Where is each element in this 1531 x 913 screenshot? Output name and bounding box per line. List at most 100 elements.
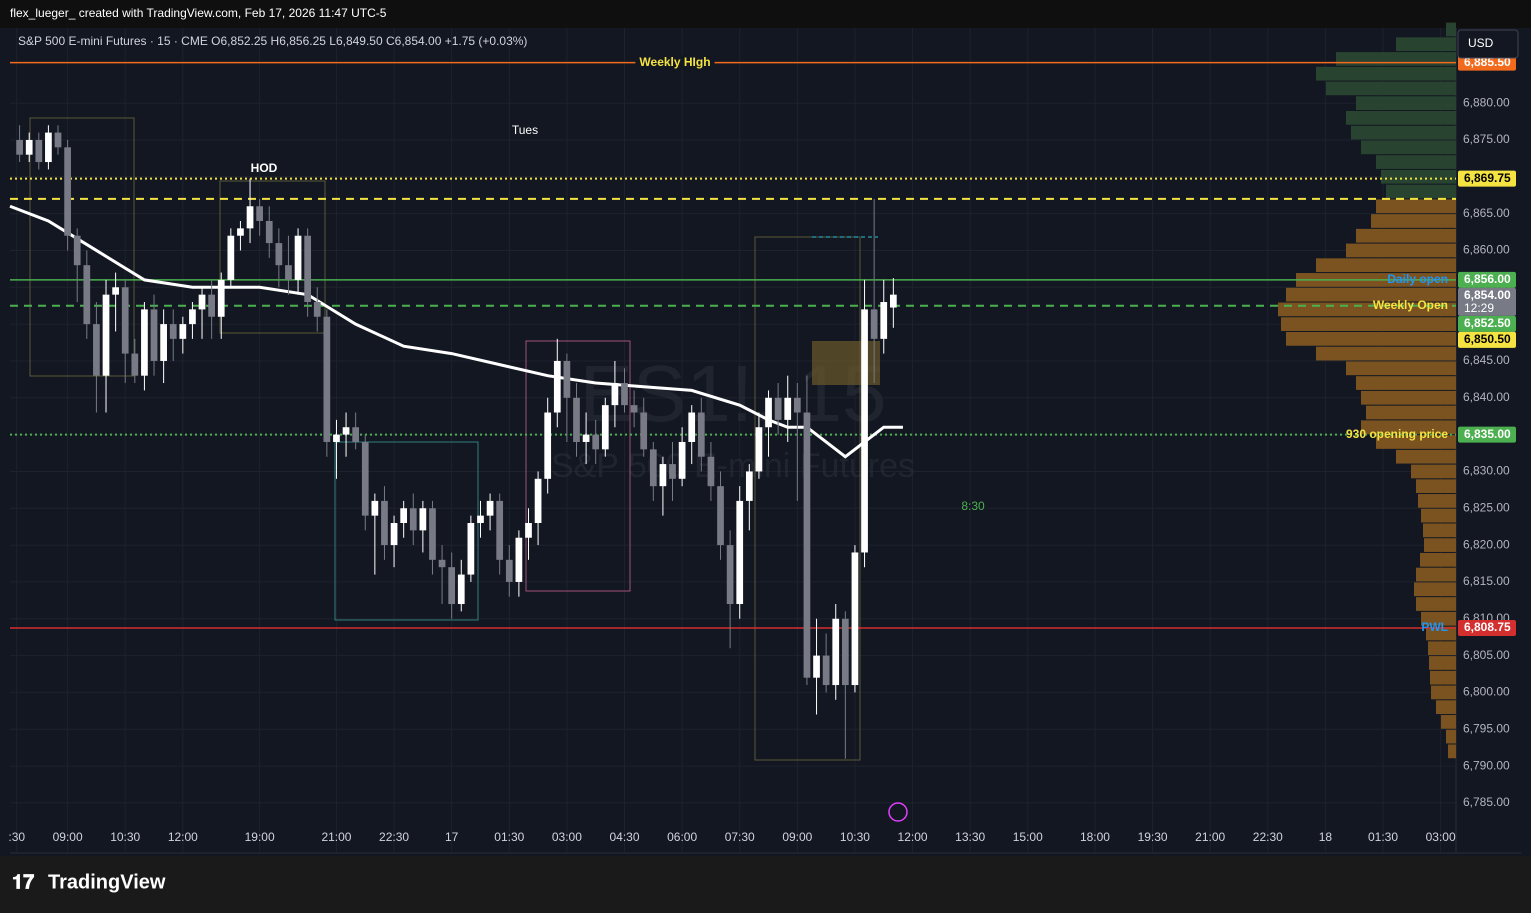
level-label: Weekly HIgh — [639, 55, 710, 69]
zone-fill — [812, 341, 880, 385]
candle-body — [621, 383, 628, 406]
candle-body — [457, 574, 465, 605]
candle-body — [179, 324, 187, 339]
candle-body — [246, 206, 254, 229]
x-tick-label: 21:00 — [321, 830, 351, 844]
candle-body — [35, 139, 43, 163]
x-tick-label: 12:00 — [898, 830, 928, 844]
candle-body — [793, 397, 801, 413]
candle-body — [361, 441, 369, 516]
price-tag-label: 6,869.75 — [1464, 171, 1511, 185]
level-label: PWL — [1421, 620, 1448, 634]
candle-body — [438, 559, 446, 568]
candle-body — [736, 500, 744, 605]
profile-row — [1326, 81, 1456, 96]
profile-row — [1446, 22, 1456, 37]
candle-body — [342, 427, 350, 435]
candle-body — [745, 471, 753, 501]
profile-row — [1281, 317, 1456, 331]
price-tag-label: 6,835.00 — [1464, 427, 1511, 441]
x-tick-label: :30 — [8, 830, 25, 844]
price-tag-label: 6,854.00 — [1464, 288, 1511, 302]
alert-icon[interactable] — [888, 802, 908, 822]
candle-body — [573, 397, 580, 442]
candle-body — [227, 235, 235, 280]
candle-body — [400, 508, 408, 523]
candle-body — [150, 309, 158, 361]
x-tick-label: 09:00 — [782, 830, 812, 844]
profile-row — [1376, 435, 1456, 449]
candle-body — [669, 464, 676, 479]
candle-body — [294, 235, 302, 280]
y-tick-label: 6,820.00 — [1463, 537, 1510, 551]
candle-body — [496, 500, 504, 560]
candle-body — [534, 478, 542, 523]
x-tick-label: 13:30 — [955, 830, 985, 844]
candle-body — [371, 500, 379, 516]
profile-row — [1356, 96, 1456, 110]
candle-body — [774, 397, 782, 420]
profile-row — [1420, 552, 1456, 567]
annotation: HOD — [251, 161, 278, 175]
profile-row — [1423, 523, 1456, 538]
price-tag — [1458, 271, 1516, 288]
candle-body — [841, 618, 849, 686]
annotation: Tues — [512, 123, 538, 137]
y-tick-label: 6,865.00 — [1463, 206, 1510, 220]
x-tick-label: 04:30 — [609, 830, 639, 844]
candle-body — [525, 523, 532, 538]
logo-mark: 𝟏𝟕 — [12, 871, 34, 893]
candle-body — [889, 294, 897, 308]
candle-body — [630, 405, 638, 413]
currency-button[interactable] — [1457, 29, 1519, 59]
candle-body — [611, 383, 619, 406]
candle-body — [208, 294, 215, 317]
y-tick-label: 6,805.00 — [1463, 648, 1510, 662]
box-drawing — [334, 441, 479, 621]
profile-row — [1414, 582, 1456, 597]
candle-body — [861, 309, 868, 553]
candle-body — [333, 434, 340, 442]
candle-body — [16, 139, 23, 155]
price-tag — [1458, 315, 1516, 332]
candle-body — [93, 324, 100, 376]
candle-body — [822, 655, 830, 686]
y-tick-label: 6,840.00 — [1463, 390, 1510, 404]
candle-body — [640, 412, 648, 450]
y-tick-label: 6,830.00 — [1463, 464, 1510, 478]
x-tick-label: 22:30 — [379, 830, 409, 844]
profile-row — [1446, 729, 1456, 744]
candle-body — [131, 353, 139, 376]
candle-body — [409, 508, 417, 531]
candle-body — [323, 316, 331, 442]
candle-body — [73, 235, 81, 266]
candle-body — [707, 456, 715, 487]
candle-body — [765, 397, 772, 428]
candle-body — [313, 302, 321, 317]
price-tag — [1458, 170, 1516, 187]
profile-row — [1361, 140, 1456, 155]
candle-body — [54, 132, 62, 148]
x-tick-label: 19:00 — [245, 830, 275, 844]
candle-body — [390, 523, 398, 546]
candle-body — [726, 545, 734, 605]
box-drawing — [29, 117, 135, 377]
x-tick-label: 07:30 — [725, 830, 755, 844]
profile-row — [1366, 405, 1456, 420]
profile-row — [1426, 626, 1456, 641]
x-tick-label: 21:00 — [1195, 830, 1225, 844]
candle-body — [83, 265, 91, 325]
candle-body — [784, 397, 792, 420]
x-tick-label: 10:30 — [840, 830, 870, 844]
x-tick-label: 19:30 — [1138, 830, 1168, 844]
profile-row — [1316, 346, 1456, 361]
x-tick-label: 18:00 — [1080, 830, 1110, 844]
candle-body — [198, 294, 206, 310]
profile-row — [1424, 538, 1456, 552]
candle-body — [467, 523, 475, 575]
level-label: Weekly Open — [1373, 298, 1448, 312]
candle-body — [102, 294, 110, 376]
y-tick-label: 6,785.00 — [1463, 795, 1510, 809]
y-tick-label: 6,800.00 — [1463, 685, 1510, 699]
profile-row — [1286, 331, 1456, 346]
